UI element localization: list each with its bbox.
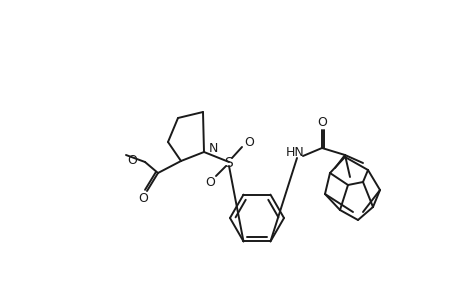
- Text: N: N: [208, 142, 218, 155]
- Text: O: O: [244, 136, 253, 149]
- Text: S: S: [224, 156, 233, 170]
- Text: O: O: [138, 193, 148, 206]
- Text: O: O: [316, 116, 326, 128]
- Text: O: O: [127, 154, 137, 167]
- Text: O: O: [205, 176, 214, 190]
- Text: HN: HN: [285, 146, 304, 160]
